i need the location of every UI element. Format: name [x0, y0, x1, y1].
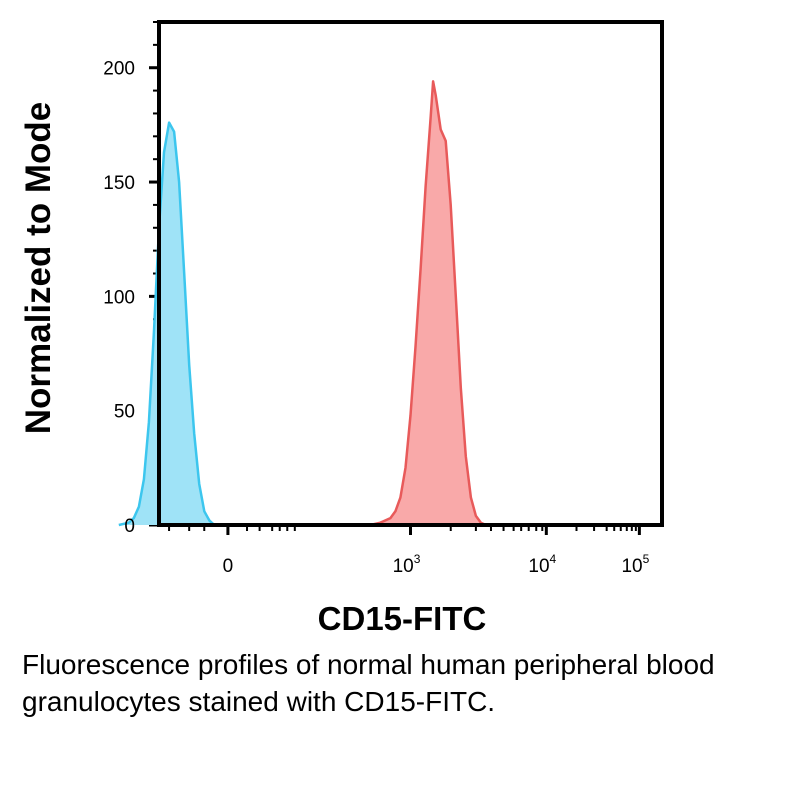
plot-series	[118, 80, 487, 527]
x-tick-base: 0	[223, 556, 234, 577]
axis-ticks	[149, 21, 641, 535]
x-tick-label: 103	[393, 552, 421, 577]
y-tick-label: 100	[103, 287, 135, 308]
histogram-fill-1	[370, 81, 486, 526]
histogram-line-1	[370, 80, 487, 527]
x-tick-exponent: 3	[414, 552, 421, 566]
figure-caption: Fluorescence profiles of normal human pe…	[22, 649, 715, 717]
histogram-fill-0	[118, 122, 215, 525]
x-tick-exponent: 4	[550, 552, 557, 566]
x-axis-label: CD15-FITC	[318, 600, 487, 637]
x-tick-exponent: 5	[643, 552, 650, 566]
y-tick-label: 0	[124, 516, 135, 537]
plot-frame	[157, 20, 664, 527]
histogram-line-0	[118, 121, 216, 527]
x-tick-base: 10	[393, 556, 414, 577]
x-tick-base: 10	[621, 556, 642, 577]
y-tick-label: 150	[103, 173, 135, 194]
y-axis-label: Normalized to Mode	[19, 102, 58, 435]
x-tick-base: 10	[528, 556, 549, 577]
x-tick-label: 104	[528, 552, 556, 577]
y-tick-label: 50	[114, 402, 135, 423]
y-tick-label: 200	[103, 59, 135, 80]
x-tick-label: 0	[223, 556, 234, 577]
x-tick-label: 105	[621, 552, 649, 577]
